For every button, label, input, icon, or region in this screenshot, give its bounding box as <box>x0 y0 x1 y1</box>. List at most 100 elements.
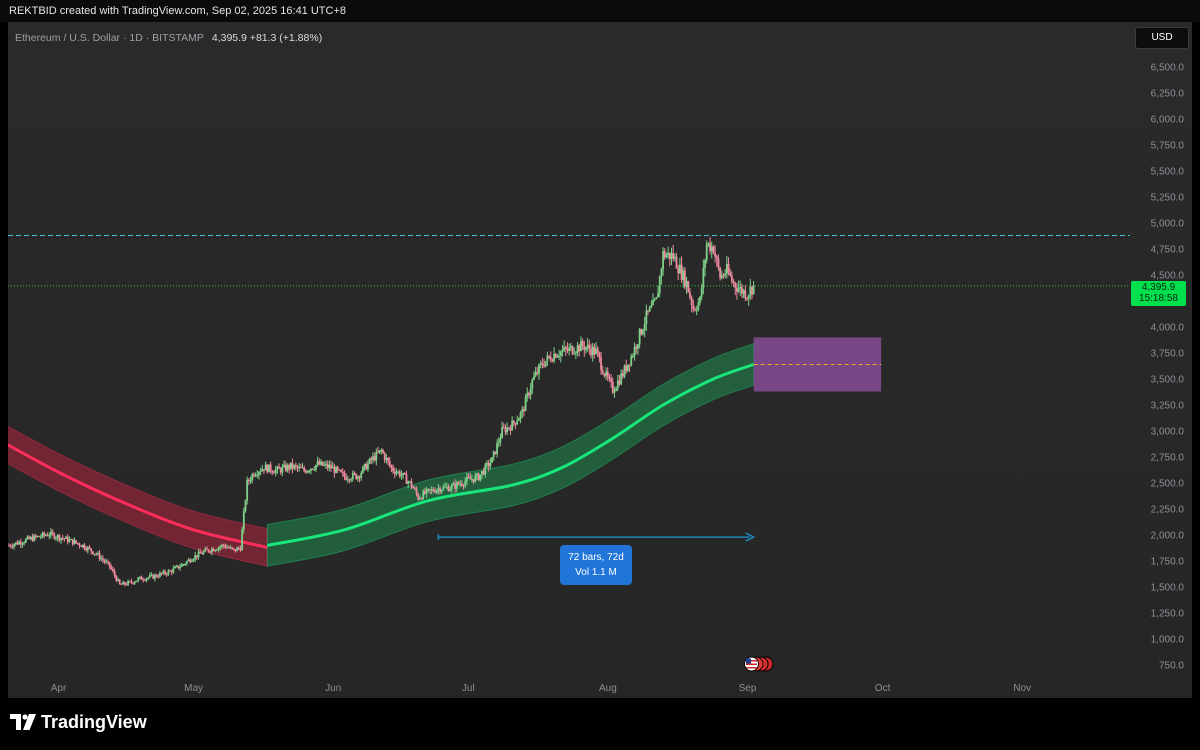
candle-body <box>127 581 129 585</box>
candle <box>321 461 324 467</box>
candle-body <box>665 255 668 258</box>
candle <box>623 364 626 379</box>
tradingview-brand-name: TradingView <box>41 712 147 732</box>
candle <box>241 526 244 551</box>
candle-body <box>417 494 420 500</box>
candle <box>595 342 597 355</box>
candle <box>154 573 156 582</box>
candle <box>140 575 143 580</box>
candle <box>601 365 604 375</box>
candle <box>11 543 14 549</box>
candle <box>199 548 202 554</box>
candle <box>152 574 155 580</box>
candle-body <box>533 376 535 380</box>
candle-body <box>174 566 176 569</box>
candle <box>160 572 163 576</box>
candle-body <box>687 281 690 293</box>
candle <box>635 344 638 354</box>
candle <box>122 580 124 585</box>
candle-body <box>440 489 443 492</box>
candle <box>690 295 693 313</box>
candle <box>251 472 254 484</box>
candle <box>442 484 445 491</box>
candle-body <box>80 545 83 547</box>
candle <box>18 540 20 546</box>
candle <box>618 374 621 387</box>
candle <box>410 478 413 490</box>
candle-body <box>662 251 665 270</box>
candle-body <box>180 564 183 567</box>
candle-body <box>563 347 566 351</box>
candle <box>365 461 368 471</box>
candle-body <box>279 468 282 473</box>
candle-body <box>583 345 586 351</box>
candle <box>24 538 27 544</box>
candle-body <box>720 275 723 279</box>
candle-body <box>224 545 227 548</box>
candle-body <box>304 470 307 473</box>
y-tick-label: 6,000.0 <box>1151 115 1185 126</box>
candle-body <box>368 458 371 464</box>
candle-body <box>323 464 326 466</box>
candle <box>559 350 562 363</box>
candle <box>86 545 89 554</box>
candle <box>487 459 490 472</box>
candle <box>375 448 378 466</box>
candle <box>145 577 148 583</box>
candle <box>118 578 121 585</box>
candle-body <box>472 479 475 482</box>
candle-body <box>227 547 230 549</box>
chart-canvas[interactable]: 6,500.0 6,250.0 6,000.0 5,750.0 5,500.0 5,250… <box>8 22 1192 698</box>
candle-body <box>707 243 710 245</box>
candle <box>476 472 478 480</box>
candle <box>715 254 718 267</box>
currency-button[interactable]: USD <box>1135 27 1189 49</box>
candle-body <box>90 548 93 552</box>
candle <box>112 566 114 573</box>
candle <box>174 565 176 569</box>
candle-body <box>148 575 151 578</box>
candle-body <box>487 462 490 467</box>
candle-body <box>197 551 200 558</box>
candle-body <box>684 270 686 287</box>
candle <box>571 345 574 356</box>
candle-body <box>573 353 576 355</box>
candle-body <box>749 286 752 296</box>
candle-body <box>657 293 659 298</box>
candle-body <box>164 571 166 574</box>
candle <box>123 581 126 587</box>
candle <box>662 247 665 276</box>
candle-body <box>160 573 163 575</box>
candle-body <box>588 344 591 350</box>
candle <box>370 456 373 465</box>
footer-bar: TradingView <box>0 698 1200 750</box>
candle-body <box>496 443 498 454</box>
candle-body <box>251 474 254 481</box>
candle-body <box>442 486 445 490</box>
candle <box>363 463 366 471</box>
candle-body <box>326 463 329 468</box>
candle-body <box>610 378 613 382</box>
candle <box>164 569 166 576</box>
candle <box>477 472 480 481</box>
candle <box>142 577 145 583</box>
candle <box>182 563 185 566</box>
candle <box>138 576 141 580</box>
candle-body <box>48 535 51 537</box>
candle-body <box>50 531 52 536</box>
candle <box>28 535 31 540</box>
candle <box>603 373 606 378</box>
candle <box>58 533 61 543</box>
chart-area[interactable]: 6,500.0 6,250.0 6,000.0 5,750.0 5,500.0 5,250… <box>8 22 1192 698</box>
candle-body <box>752 285 755 295</box>
candle-body <box>348 479 351 481</box>
candle-body <box>261 469 264 472</box>
candle <box>336 465 339 473</box>
candle <box>194 551 197 563</box>
economic-events-flag-icon[interactable] <box>744 656 774 672</box>
candle <box>392 464 394 474</box>
candle-body <box>633 346 636 356</box>
candle-body <box>212 548 215 551</box>
candle-body <box>93 553 96 555</box>
candle <box>96 551 99 556</box>
